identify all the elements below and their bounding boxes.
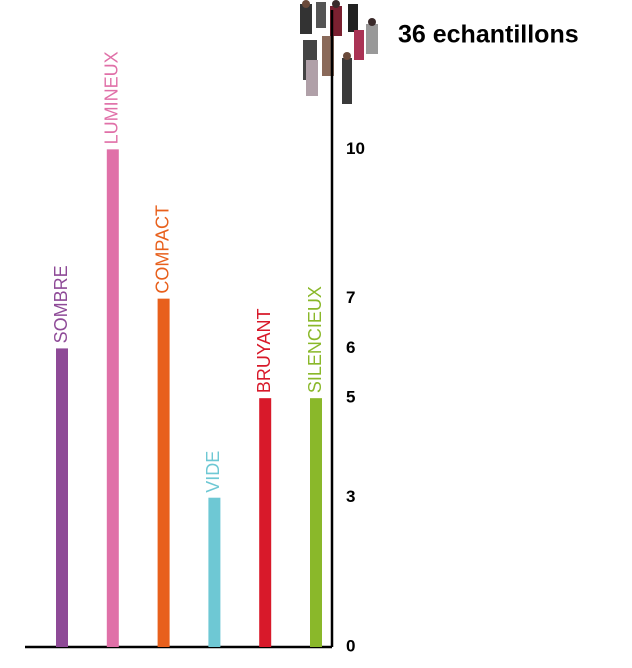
bar (56, 348, 68, 647)
bar-label: SILENCIEUX (305, 286, 325, 393)
bar (259, 398, 272, 647)
y-tick-label: 6 (346, 338, 355, 357)
bar (157, 298, 170, 647)
bar (208, 497, 221, 647)
chart-title: 36 echantillons (398, 21, 579, 49)
bar-label: SOMBRE (51, 265, 71, 343)
bar (310, 398, 322, 647)
y-tick-label: 0 (346, 636, 355, 655)
y-tick-label: 5 (346, 388, 355, 407)
y-tick-label: 10 (346, 139, 365, 158)
bar-label: LUMINEUX (102, 51, 122, 144)
bar-label: BRUYANT (254, 308, 274, 393)
bar-label: COMPACT (152, 205, 172, 294)
bar (106, 149, 119, 647)
sample-photo (300, 0, 378, 104)
bar-label: VIDE (203, 451, 223, 493)
y-tick-label: 3 (346, 487, 355, 506)
y-tick-label: 7 (346, 288, 355, 307)
